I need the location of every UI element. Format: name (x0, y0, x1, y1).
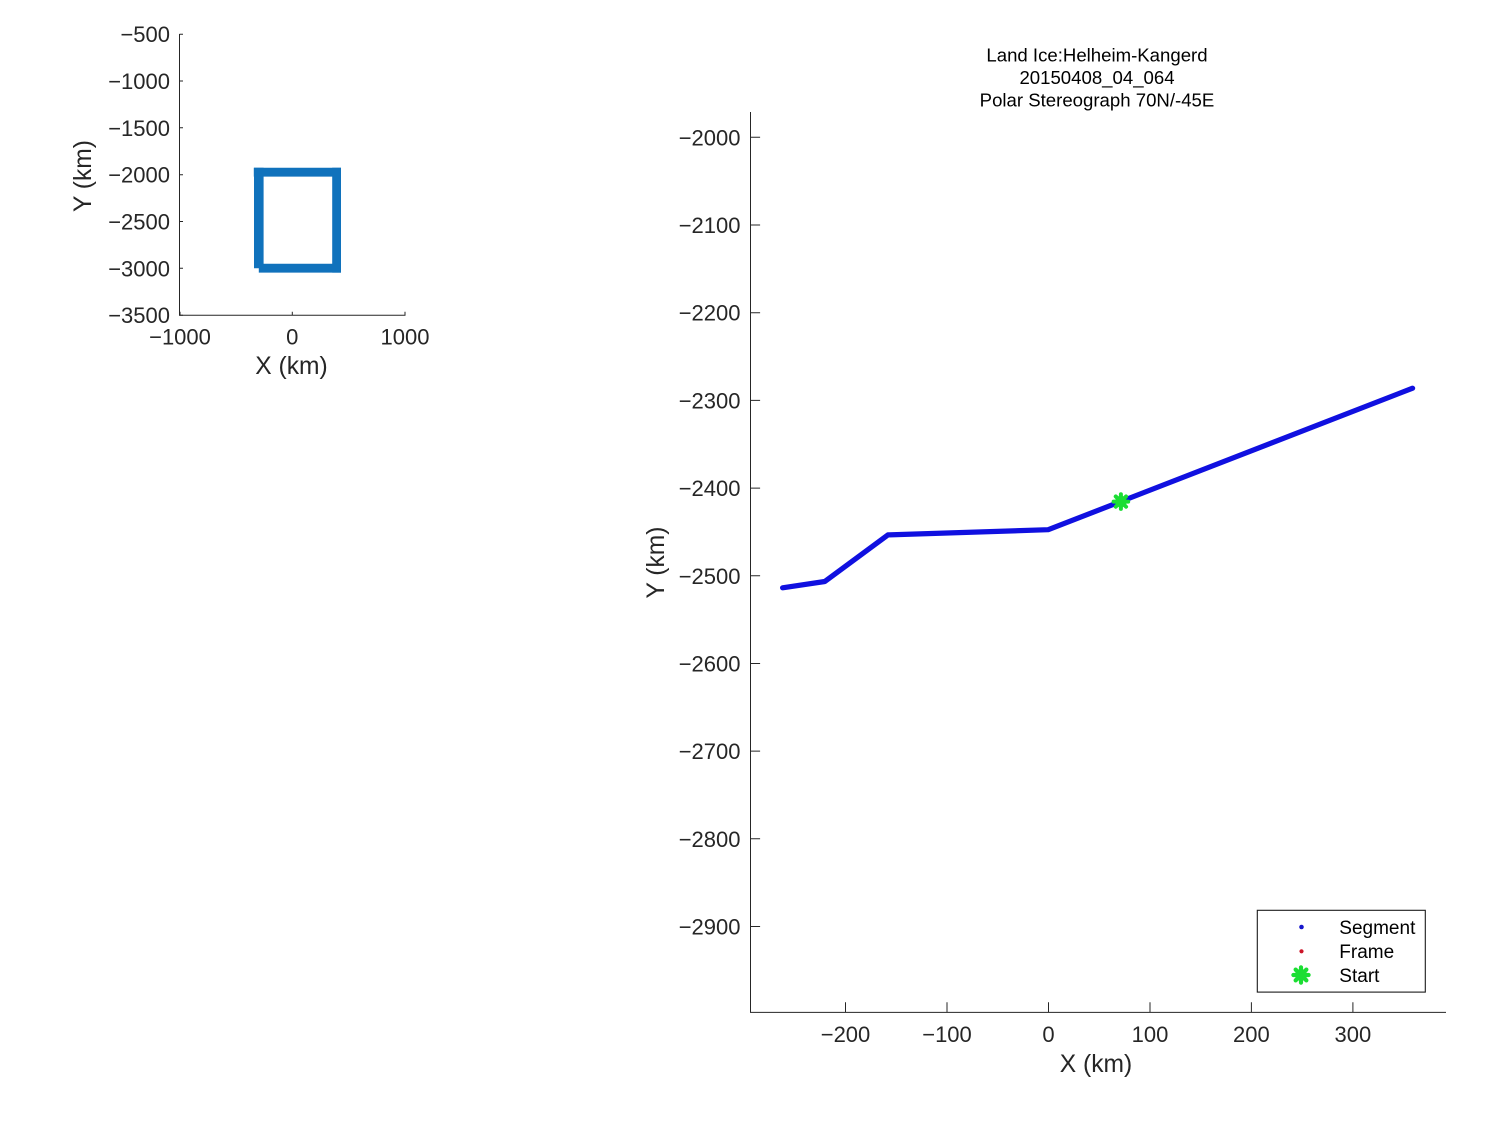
svg-text:−3000: −3000 (108, 256, 170, 281)
svg-text:−2500: −2500 (108, 210, 170, 235)
svg-text:Frame: Frame (1339, 942, 1394, 963)
svg-text:Start: Start (1339, 966, 1380, 987)
svg-text:−2800: −2800 (679, 827, 741, 852)
svg-text:−200: −200 (821, 1022, 871, 1047)
svg-text:−1000: −1000 (149, 324, 211, 349)
svg-text:X (km): X (km) (1060, 1051, 1132, 1078)
svg-text:−2000: −2000 (108, 163, 170, 188)
svg-text:100: 100 (1132, 1022, 1169, 1047)
svg-text:20150408_04_064: 20150408_04_064 (1019, 67, 1174, 89)
svg-text:200: 200 (1233, 1022, 1270, 1047)
svg-text:Y (km): Y (km) (643, 527, 670, 599)
svg-text:300: 300 (1335, 1022, 1372, 1047)
svg-text:X (km): X (km) (255, 353, 327, 380)
svg-text:0: 0 (1042, 1022, 1054, 1047)
svg-text:−2200: −2200 (679, 301, 741, 326)
svg-text:−2700: −2700 (679, 739, 741, 764)
svg-text:−1500: −1500 (108, 116, 170, 141)
svg-text:Polar Stereograph 70N/-45E: Polar Stereograph 70N/-45E (980, 89, 1215, 110)
svg-text:Segment: Segment (1339, 918, 1416, 939)
svg-text:−2600: −2600 (679, 652, 741, 677)
svg-text:Y (km): Y (km) (70, 140, 97, 212)
svg-text:−2000: −2000 (679, 125, 741, 150)
svg-text:−2300: −2300 (679, 388, 741, 413)
svg-text:−100: −100 (922, 1022, 972, 1047)
svg-text:−2400: −2400 (679, 476, 741, 501)
svg-text:−1000: −1000 (108, 69, 170, 94)
svg-text:−2100: −2100 (679, 213, 741, 238)
svg-text:−2900: −2900 (679, 915, 741, 940)
svg-text:1000: 1000 (381, 324, 430, 349)
svg-text:Land Ice:Helheim-Kangerd: Land Ice:Helheim-Kangerd (986, 45, 1207, 66)
svg-text:−500: −500 (120, 22, 170, 47)
svg-text:−2500: −2500 (679, 564, 741, 589)
svg-text:0: 0 (286, 324, 298, 349)
svg-text:−3500: −3500 (108, 303, 170, 328)
